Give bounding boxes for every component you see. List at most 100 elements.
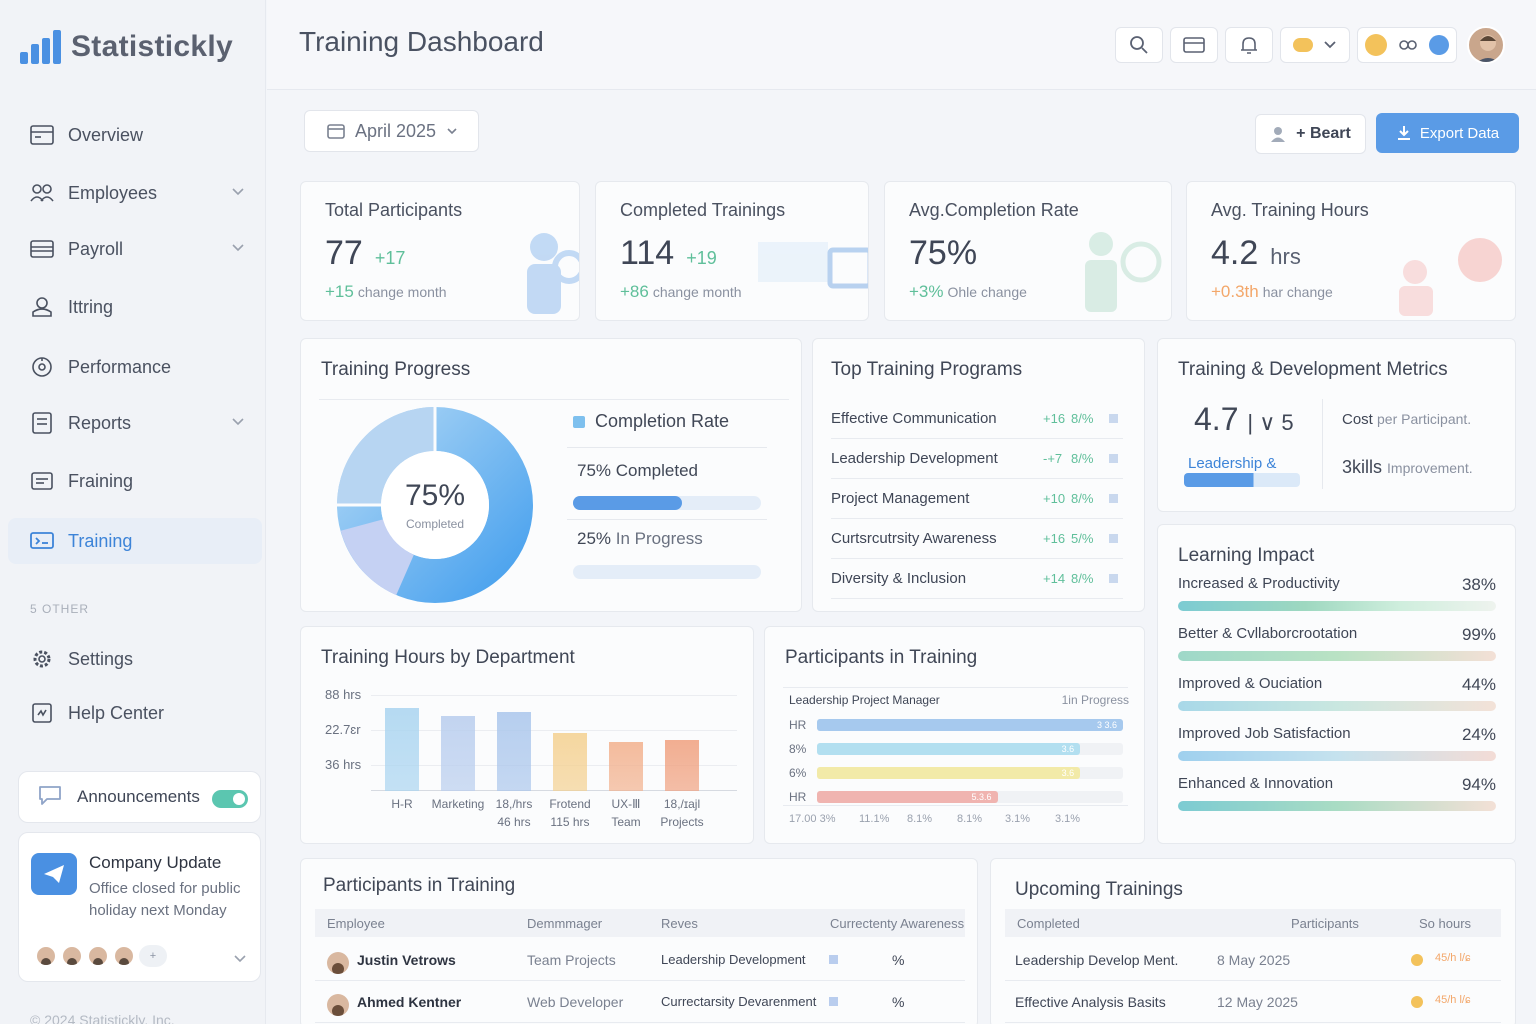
announcements-card[interactable]: Announcements bbox=[18, 771, 261, 823]
reports-icon bbox=[30, 411, 54, 435]
avatar bbox=[327, 994, 349, 1016]
quick-icons[interactable] bbox=[1357, 27, 1457, 63]
metrics-card: Training & Development Metrics 4.7 | ∨ 5… bbox=[1157, 338, 1516, 512]
leadership-label: Leadership & bbox=[1188, 455, 1277, 472]
sync-icon bbox=[1429, 35, 1449, 55]
program-row[interactable]: Project Management +10 8/% bbox=[831, 479, 1123, 519]
training-date: 12 May 2025 bbox=[1217, 994, 1298, 1010]
status-dot bbox=[1411, 954, 1423, 966]
impact-label: Better & Cvllaborcrootation bbox=[1178, 625, 1358, 642]
chevron-down-icon bbox=[232, 418, 244, 426]
program-row[interactable]: Curtsrcutrsity Awareness +16 5/% bbox=[831, 519, 1123, 559]
page-title: Training Dashboard bbox=[299, 26, 544, 57]
sidebar-item-employees[interactable]: Employees bbox=[0, 170, 266, 216]
sidebar-item-performance[interactable]: Performance bbox=[0, 344, 266, 390]
completed-progress-bar bbox=[573, 496, 761, 510]
sidebar-item-fraining[interactable]: Fraining bbox=[0, 458, 266, 504]
company-update-card[interactable]: Company Update Office closed for public … bbox=[18, 832, 261, 982]
training-progress-card: Training Progress 75% Completed Completi… bbox=[300, 338, 802, 612]
sidebar: Statistickly Overview Employees Payroll … bbox=[0, 0, 266, 1024]
employee-pct: % bbox=[892, 994, 905, 1010]
sidebar-item-label: Payroll bbox=[68, 238, 124, 259]
employee-name: Justin Vetrows bbox=[357, 952, 456, 968]
table-row[interactable]: Leadership Develop Ment. 8 May 2025 45/h l… bbox=[1005, 939, 1501, 981]
impact-bar bbox=[1178, 651, 1496, 661]
kpi-sub-value: +3% bbox=[909, 282, 944, 301]
more-avatars-badge[interactable]: + bbox=[139, 945, 167, 967]
kpi-sub-value: +15 bbox=[325, 282, 354, 301]
impact-pct: 38% bbox=[1461, 575, 1496, 594]
company-update-title: Company Update bbox=[89, 853, 222, 872]
card-button[interactable] bbox=[1170, 27, 1218, 63]
payroll-icon bbox=[30, 237, 54, 261]
send-icon bbox=[31, 853, 77, 895]
users-icon bbox=[30, 181, 54, 205]
card-title: Participants in Training bbox=[785, 647, 978, 668]
kpi-value: 75% bbox=[909, 234, 978, 272]
sidebar-item-ittring[interactable]: Ittring bbox=[0, 284, 266, 330]
sidebar-item-reports[interactable]: Reports bbox=[0, 400, 266, 446]
table-header: Employee Demmmager Reves Currectenty Awa… bbox=[315, 909, 965, 937]
card-title: Upcoming Trainings bbox=[1015, 879, 1183, 900]
app-logo[interactable]: Statistickly bbox=[20, 30, 233, 64]
sidebar-item-training[interactable]: Training bbox=[8, 518, 262, 564]
x-label-line1: Frotend bbox=[549, 797, 591, 811]
kpi-sub-value: +0.3th bbox=[1211, 282, 1259, 301]
y-tick: 36 hrs bbox=[325, 757, 362, 772]
bar bbox=[497, 712, 531, 791]
axis-tick: 17.00 3% bbox=[789, 813, 836, 825]
sidebar-item-help-center[interactable]: Help Center bbox=[0, 690, 266, 736]
program-delta: +16 bbox=[1043, 531, 1066, 546]
training-name: Effective Analysis Basits bbox=[1015, 994, 1166, 1010]
credit-card-icon bbox=[1183, 37, 1205, 53]
program-row[interactable]: Effective Communication +16 8/% bbox=[831, 399, 1123, 439]
program-row[interactable]: Leadership Development -+7 8/% bbox=[831, 439, 1123, 479]
company-update-text: Office closed for public holiday next Mo… bbox=[89, 880, 241, 919]
sidebar-item-label: Performance bbox=[68, 356, 172, 377]
program-marker bbox=[829, 955, 838, 964]
kpi-sub-text: change month bbox=[652, 284, 742, 300]
x-label-line1: 18,/ɪajl bbox=[663, 797, 701, 811]
x-label: UX-Ⅲ Team bbox=[591, 795, 661, 831]
table-row[interactable]: Ahmed Kentner Web Developer Currectarsity … bbox=[315, 981, 965, 1023]
bar bbox=[441, 715, 475, 791]
program-pct: 8/% bbox=[1071, 411, 1094, 426]
y-tick: 22.7ɛr bbox=[325, 722, 361, 737]
x-label-line1: Marketing bbox=[431, 797, 485, 811]
overview-icon bbox=[30, 123, 54, 147]
hbar-fill: 3.6 bbox=[817, 767, 1081, 779]
program-row[interactable]: Diversity & Inclusion +14 8/% bbox=[831, 559, 1123, 599]
employee-dept: Web Developer bbox=[527, 994, 624, 1010]
hbar-tag: 3 3.6 bbox=[1096, 720, 1117, 730]
status-dropdown[interactable] bbox=[1280, 27, 1350, 63]
export-data-button[interactable]: Export Data bbox=[1376, 113, 1519, 153]
impact-row: Improved & Ouciation 44% bbox=[1178, 675, 1496, 715]
beart-button[interactable]: + Beart bbox=[1255, 114, 1366, 154]
chevron-down-icon bbox=[447, 128, 457, 135]
cost-per-participant: Cost per Participant. bbox=[1342, 411, 1472, 428]
link-icon bbox=[1399, 40, 1417, 50]
avatar bbox=[113, 945, 135, 967]
kpi-delta: +17 bbox=[374, 248, 406, 268]
user-avatar[interactable] bbox=[1467, 26, 1505, 64]
table-row[interactable]: Justin Vetrows Team Projects Leadership De… bbox=[315, 939, 965, 981]
search-button[interactable] bbox=[1115, 27, 1163, 63]
table-row[interactable]: Effective Analysis Basits 12 May 2025 45/h… bbox=[1005, 981, 1501, 1023]
hbar-fill: 3 3.6 bbox=[817, 719, 1123, 731]
sidebar-item-payroll[interactable]: Payroll bbox=[0, 226, 266, 272]
sidebar-item-overview[interactable]: Overview bbox=[0, 112, 266, 158]
notifications-button[interactable] bbox=[1225, 27, 1273, 63]
sidebar-item-settings[interactable]: Settings bbox=[0, 636, 266, 682]
export-label: Export Data bbox=[1419, 124, 1500, 142]
date-picker[interactable]: April 2025 bbox=[304, 110, 479, 152]
kpi-sub-text: change month bbox=[357, 284, 447, 300]
chevron-down-icon[interactable] bbox=[232, 951, 248, 967]
team-illustration-icon bbox=[1399, 238, 1502, 316]
hbar-track: 3.6 bbox=[817, 767, 1123, 779]
avatar bbox=[327, 952, 349, 974]
hours-by-department-card: Training Hours by Department 88 hrs 22.7… bbox=[300, 626, 754, 844]
announcements-toggle[interactable] bbox=[212, 790, 248, 808]
card-title: Training Progress bbox=[321, 359, 471, 380]
kpi-card-avg-hours: Avg. Training Hours 4.2 hrs +0.3th har cha… bbox=[1186, 181, 1516, 321]
x-label: 18,/hrs 46 hrs bbox=[479, 795, 549, 831]
